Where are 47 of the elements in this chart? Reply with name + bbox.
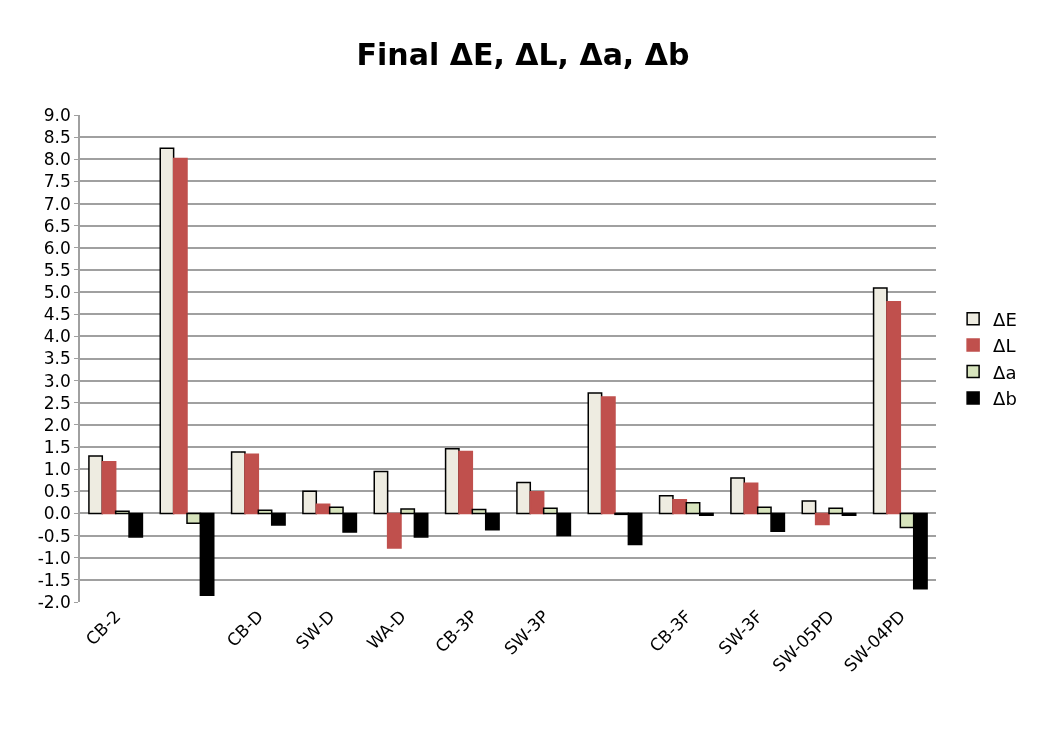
y-tick-label: 2.0 <box>43 414 71 435</box>
y-tick-label: -1.5 <box>37 569 71 590</box>
bar <box>516 481 532 515</box>
bar <box>244 453 260 515</box>
y-tick-label: 1.0 <box>43 459 71 480</box>
y-tick-label: 3.0 <box>43 370 71 391</box>
y-tick-label: 2.5 <box>43 392 71 413</box>
y-tick-label: 7.0 <box>43 193 71 214</box>
y-tick-label: 6.5 <box>43 215 71 236</box>
bar <box>886 301 902 515</box>
y-tick-label: 9.0 <box>43 104 71 125</box>
legend-label: Δb <box>993 387 1017 409</box>
y-tick-label: -1.0 <box>37 547 71 568</box>
y-tick-label: 1.5 <box>43 437 71 457</box>
y-tick-label: 7.5 <box>43 171 71 192</box>
bar <box>743 482 759 515</box>
legend-label: ΔL <box>993 335 1016 357</box>
y-tick-label: 6.0 <box>43 237 71 258</box>
chart-title: Final ΔE, ΔL, Δa, Δb <box>356 36 690 72</box>
bar <box>730 477 746 515</box>
bar <box>101 460 117 515</box>
y-tick-label: 0.5 <box>43 481 71 502</box>
y-tick-label: 4.5 <box>43 304 71 325</box>
legend-label: ΔE <box>993 308 1017 330</box>
y-tick-label: 8.5 <box>43 127 71 148</box>
bar <box>529 491 545 515</box>
bar <box>672 498 688 515</box>
bar <box>458 450 474 515</box>
y-tick-label: -0.5 <box>37 525 71 546</box>
bar <box>658 495 674 515</box>
y-tick-label: 5.5 <box>43 259 71 280</box>
bar <box>172 157 188 515</box>
bar <box>373 470 389 515</box>
legend-label: Δa <box>993 361 1017 383</box>
bar <box>315 503 331 515</box>
bar <box>386 512 402 549</box>
bar <box>302 490 318 515</box>
y-tick-label: 0.0 <box>43 503 71 524</box>
bar <box>88 455 104 515</box>
y-tick-label: 3.5 <box>43 348 71 369</box>
bar <box>600 396 616 515</box>
bar <box>814 512 830 526</box>
bar <box>801 500 817 515</box>
y-tick-label: 4.0 <box>43 326 71 347</box>
y-tick-label: 5.0 <box>43 282 71 303</box>
y-tick-label: 8.0 <box>43 149 71 170</box>
y-tick-label: -2.0 <box>37 591 71 612</box>
